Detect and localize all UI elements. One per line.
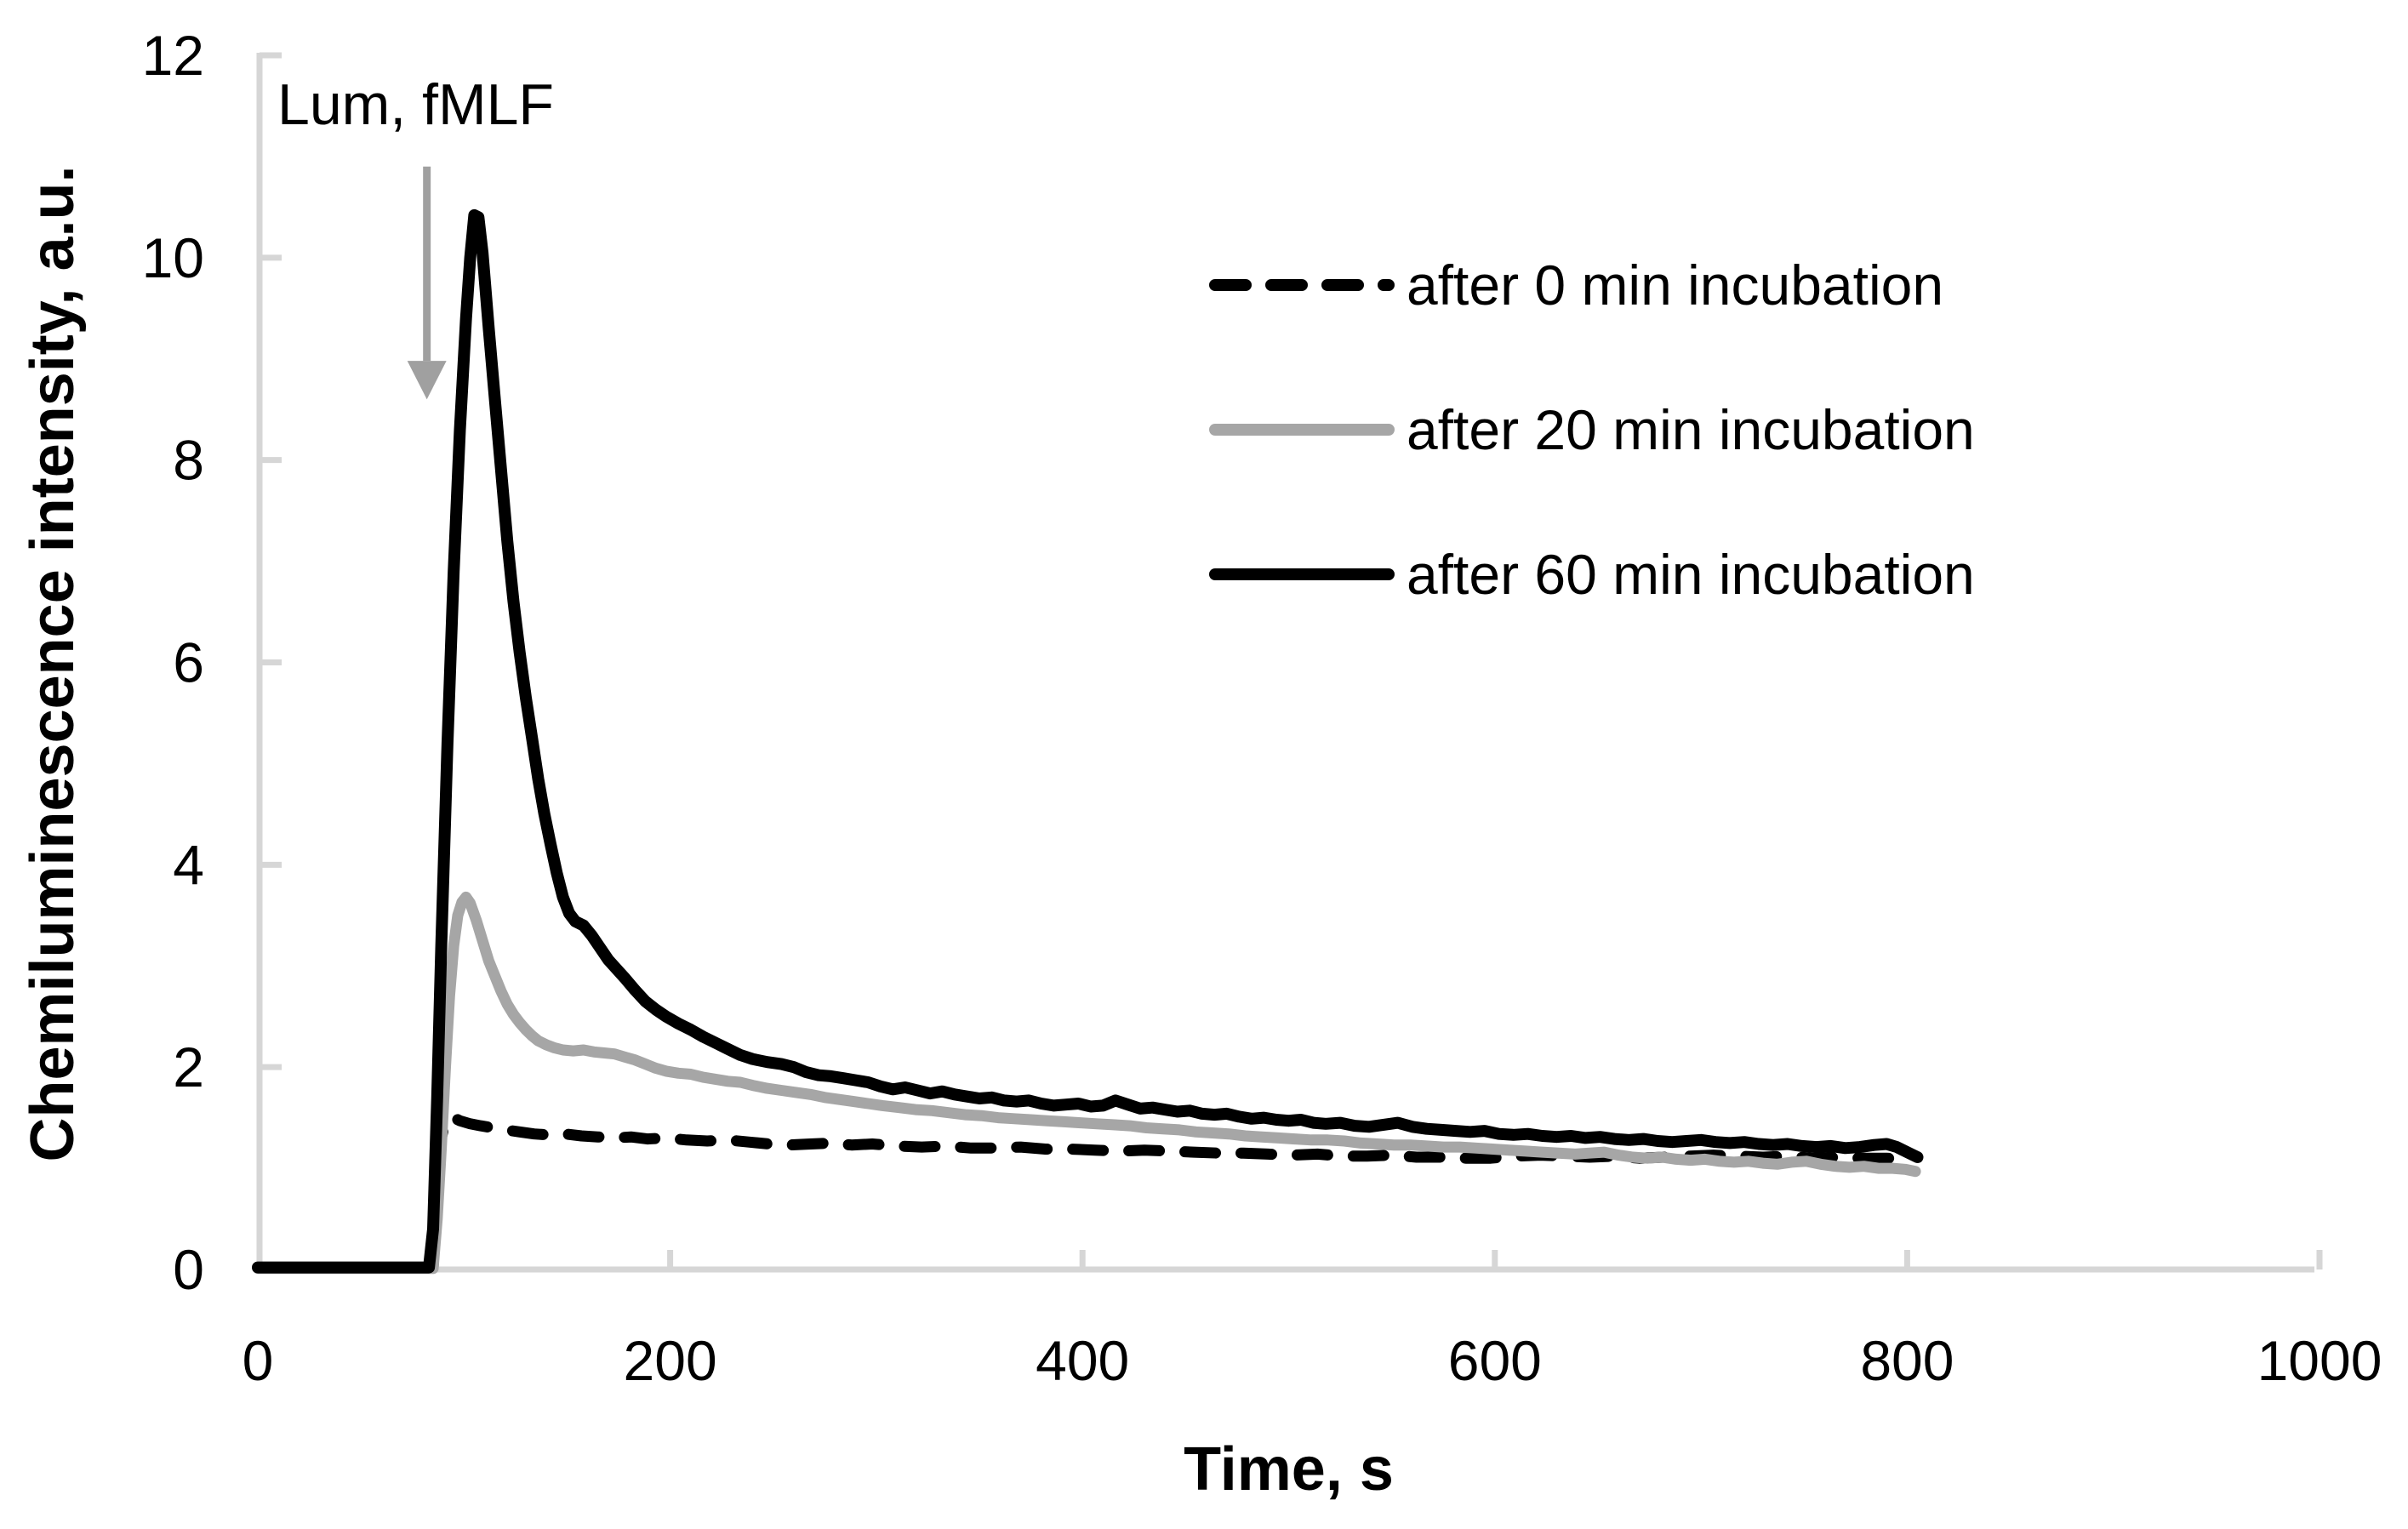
series-line-1	[252, 891, 1921, 1275]
x-axis-title: Time, s	[1184, 1435, 1394, 1503]
y-tick-label: 8	[173, 429, 204, 492]
series-line-2	[252, 208, 1924, 1274]
x-tick-label: 800	[1860, 1329, 1954, 1392]
legend: after 0 min incubation after 20 min incu…	[1209, 230, 1975, 630]
legend-key-black-line	[1209, 568, 1395, 580]
legend-item-60min: after 60 min incubation	[1209, 519, 1975, 630]
legend-label-0min: after 0 min incubation	[1407, 254, 1944, 317]
x-tick-label: 0	[243, 1329, 274, 1392]
x-tick-label: 600	[1448, 1329, 1542, 1392]
legend-label-60min: after 60 min incubation	[1407, 543, 1975, 606]
annotation-arrow-head	[407, 361, 447, 400]
y-tick-label: 6	[173, 631, 204, 694]
y-tick-label: 12	[142, 24, 204, 87]
legend-item-20min: after 20 min incubation	[1209, 374, 1975, 485]
annotation-label: Lum, fMLF	[277, 72, 554, 137]
y-tick-label: 10	[142, 226, 204, 289]
x-tick-label: 400	[1036, 1329, 1129, 1392]
legend-label-20min: after 20 min incubation	[1407, 398, 1975, 461]
y-axis-title: Chemiluminescence intensity, a.u.	[19, 165, 87, 1162]
y-tick-label: 4	[173, 833, 204, 896]
x-tick-label: 200	[624, 1329, 717, 1392]
legend-key-gray-line	[1209, 424, 1395, 436]
y-tick-label: 0	[173, 1238, 204, 1301]
x-tick-label: 1000	[2257, 1329, 2382, 1392]
legend-key-dashed-line	[1209, 279, 1395, 291]
legend-item-0min: after 0 min incubation	[1209, 230, 1975, 340]
y-tick-label: 2	[173, 1035, 204, 1098]
